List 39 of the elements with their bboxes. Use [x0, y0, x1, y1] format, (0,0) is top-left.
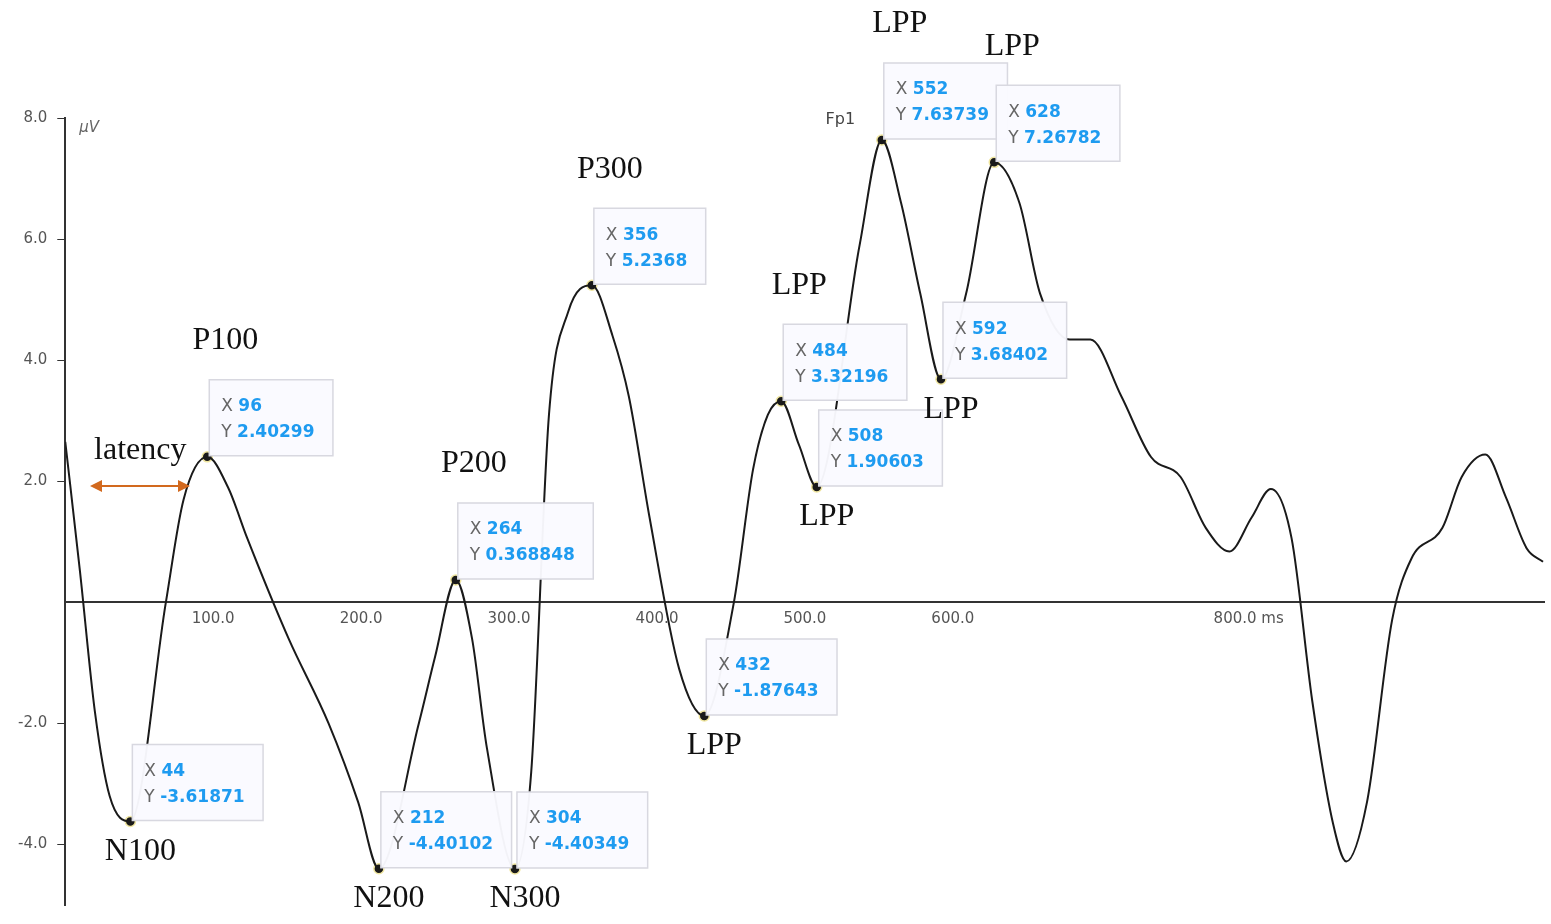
x-tick-label: 600.0: [931, 609, 975, 628]
data-label: X 592 Y 3.68402: [953, 317, 1049, 364]
data-label: X 304 Y -4.40349: [527, 807, 630, 854]
y-tick-label: 2.0: [23, 471, 48, 490]
annotation: N200: [353, 878, 425, 915]
y-tick-label: 6.0: [23, 228, 48, 247]
series-label: Fp1: [825, 109, 856, 129]
x-tick-label: 500.0: [783, 609, 827, 628]
annotation: P100: [192, 320, 259, 357]
data-label: X 212 Y -4.40102: [391, 807, 494, 854]
annotation: LPP: [686, 725, 742, 762]
y-tick-label: 4.0: [23, 350, 48, 369]
annotation: P200: [440, 443, 507, 480]
annotation: LPP: [923, 388, 979, 425]
x-tick-label: 100.0: [191, 609, 235, 628]
data-label: X 552 Y 7.63739: [894, 78, 990, 125]
data-label: X 508 Y 1.90603: [829, 425, 924, 472]
annotation: LPP: [771, 264, 827, 301]
data-label: X 356 Y 5.2368: [604, 223, 688, 270]
text: LPP: [984, 25, 1040, 62]
data-label: X 432 Y -1.87643: [717, 654, 819, 701]
annotation: LPP: [799, 496, 855, 533]
data-label: X 44 Y -3.61871: [143, 759, 245, 806]
y-axis-title: μV: [78, 117, 101, 136]
annotation: latency: [94, 430, 187, 467]
annotation: N300: [489, 878, 561, 915]
y-tick-label: 8.0: [23, 107, 48, 126]
y-tick-label: -4.0: [17, 834, 48, 853]
data-label: X 264 Y 0.368848: [468, 518, 575, 565]
data-label: X 484 Y 3.32196: [794, 339, 889, 386]
annotation: P300: [576, 148, 643, 185]
text: LPP: [872, 3, 928, 40]
data-label: X 628 Y 7.26782: [1007, 100, 1102, 147]
data-label: X 96 Y 2.40299: [220, 395, 315, 442]
y-tick-label: -2.0: [17, 713, 48, 732]
x-tick-label: 800.0 ms: [1213, 609, 1284, 628]
x-tick-label: 200.0: [339, 609, 383, 628]
annotation: N100: [104, 830, 176, 867]
x-tick-label: 300.0: [487, 609, 531, 628]
